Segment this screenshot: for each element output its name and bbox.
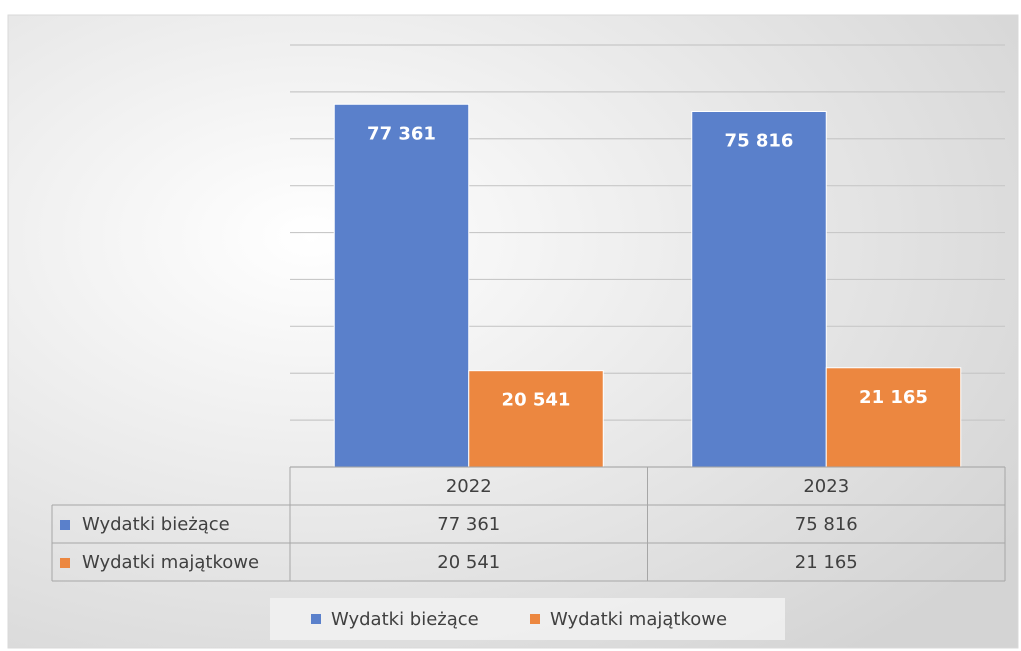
legend-key xyxy=(530,614,540,624)
data-label: 77 361 xyxy=(367,123,436,144)
legend-key xyxy=(311,614,321,624)
table-legend-key xyxy=(60,558,70,568)
table-row-label: Wydatki majątkowe xyxy=(82,552,259,573)
data-label: 20 541 xyxy=(502,390,571,411)
table-header: 2023 xyxy=(803,476,849,497)
bar xyxy=(691,111,827,468)
bar xyxy=(825,367,962,468)
table-legend-key xyxy=(60,520,70,530)
legend-label: Wydatki bieżące xyxy=(331,609,479,630)
bar xyxy=(468,370,604,468)
table-cell: 21 165 xyxy=(795,552,858,573)
data-label: 21 165 xyxy=(859,387,928,408)
table-row-label: Wydatki bieżące xyxy=(82,514,230,535)
data-label: 75 816 xyxy=(725,131,794,152)
legend-label: Wydatki majątkowe xyxy=(550,609,727,630)
table-cell: 20 541 xyxy=(437,552,500,573)
bar xyxy=(333,103,470,468)
table-cell: 75 816 xyxy=(795,514,858,535)
table-cell: 77 361 xyxy=(437,514,500,535)
table-header: 2022 xyxy=(446,476,492,497)
legend-box xyxy=(270,598,785,640)
